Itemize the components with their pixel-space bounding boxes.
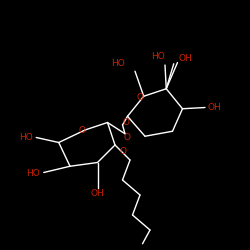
Text: HO: HO <box>26 169 40 178</box>
Text: O: O <box>119 148 126 156</box>
Text: O: O <box>122 118 129 127</box>
Text: OH: OH <box>90 189 104 198</box>
Text: O: O <box>124 133 131 142</box>
Text: O: O <box>78 126 86 135</box>
Text: HO: HO <box>111 59 125 68</box>
Text: HO: HO <box>150 52 164 61</box>
Text: HO: HO <box>19 133 32 142</box>
Text: O: O <box>136 93 143 102</box>
Text: OH: OH <box>208 103 221 112</box>
Text: OH: OH <box>179 54 192 63</box>
